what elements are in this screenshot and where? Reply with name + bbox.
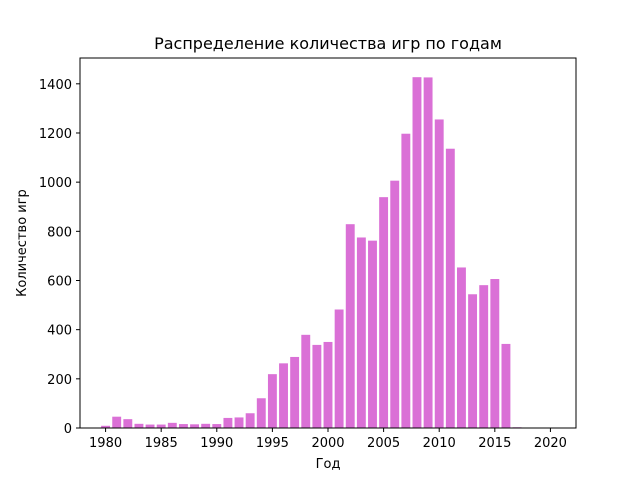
bar-2013 [468, 294, 478, 428]
x-tick-label: 2000 [311, 436, 344, 451]
bar-1998 [301, 334, 311, 428]
bar-1996 [279, 363, 288, 428]
bar-1990 [212, 424, 222, 428]
bar-2001 [334, 309, 344, 428]
y-tick-label: 1000 [39, 176, 72, 191]
bar-1981 [112, 416, 122, 428]
bar-1995 [267, 374, 277, 428]
bar-2000 [323, 341, 333, 428]
bar-1999 [312, 344, 322, 428]
bar-1987 [178, 424, 188, 428]
bar-2002 [345, 224, 355, 428]
bar-2016 [501, 343, 511, 428]
bar-1983 [134, 423, 144, 428]
bars-group [101, 77, 522, 429]
bar-2006 [390, 180, 400, 428]
x-tick-label: 2010 [423, 436, 456, 451]
bar-2015 [490, 279, 500, 428]
bar-1986 [167, 422, 177, 428]
x-tick-label: 1990 [200, 436, 233, 451]
x-tick-label: 2015 [478, 436, 511, 451]
bar-1992 [234, 417, 244, 428]
bar-1988 [190, 424, 199, 428]
bar-2003 [356, 237, 366, 428]
y-tick-label: 0 [64, 422, 72, 437]
x-axis-ticks: 1980 1985 1990 1995 2000 2005 2010 2015 2020 [89, 428, 567, 451]
bar-2009 [423, 77, 433, 429]
bar-2010 [434, 119, 444, 429]
x-tick-label: 2020 [534, 436, 567, 451]
chart-title: Распределение количества игр по годам [154, 34, 502, 53]
x-tick-label: 1985 [145, 436, 178, 451]
y-axis-ticks: 0 200 400 600 800 1000 1200 1400 [39, 78, 80, 437]
bar-1993 [245, 413, 255, 428]
bar-1984 [145, 424, 155, 428]
y-tick-label: 800 [47, 225, 72, 240]
bar-2008 [412, 77, 422, 429]
bar-1985 [156, 424, 166, 428]
bar-2012 [457, 267, 466, 428]
bar-1989 [201, 423, 211, 428]
bar-2004 [368, 240, 377, 428]
bar-1994 [256, 398, 266, 428]
bar-2007 [401, 133, 411, 428]
x-tick-label: 2005 [367, 436, 400, 451]
y-tick-label: 200 [47, 373, 72, 388]
bar-2011 [445, 148, 455, 428]
y-tick-label: 400 [47, 324, 72, 339]
y-tick-label: 1400 [39, 78, 72, 93]
bar-1982 [123, 419, 133, 428]
x-tick-label: 1980 [89, 436, 122, 451]
y-tick-label: 600 [47, 274, 72, 289]
bar-1997 [290, 356, 300, 428]
y-axis-label: Количество игр [15, 189, 30, 297]
bar-1991 [223, 417, 233, 428]
x-axis-label: Год [316, 457, 341, 472]
y-tick-label: 1200 [39, 127, 72, 142]
bar-1980 [101, 425, 111, 428]
bar-2014 [479, 285, 489, 428]
bar-2005 [379, 197, 389, 428]
x-tick-label: 1995 [256, 436, 289, 451]
